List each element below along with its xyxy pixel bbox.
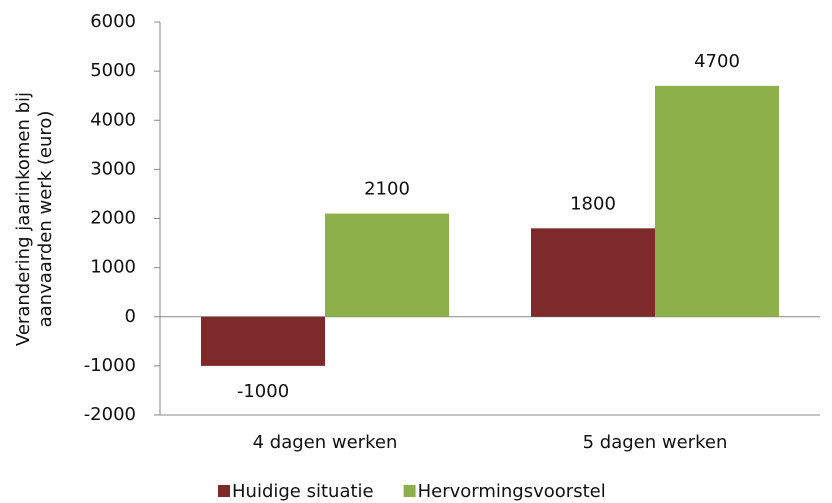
bar: [531, 228, 655, 317]
data-label: 2100: [364, 179, 410, 200]
y-tick-label: 2000: [90, 208, 136, 229]
y-tick-label: 1000: [90, 257, 136, 278]
data-label: 1800: [570, 193, 616, 214]
y-tick-label: 0: [125, 306, 136, 327]
y-axis-label: aanvaarden werk (euro): [35, 111, 56, 328]
data-label: -1000: [237, 381, 289, 402]
y-tick-label: 6000: [90, 11, 136, 32]
x-tick-label: 4 dagen werken: [253, 432, 398, 453]
y-tick-label: 5000: [90, 60, 136, 81]
y-axis-label: Verandering jaarinkomen bij: [13, 92, 34, 346]
legend-swatch: [218, 485, 230, 497]
y-tick-label: -1000: [84, 355, 136, 376]
legend-label: Huidige situatie: [232, 481, 374, 502]
legend-label: Hervormingsvoorstel: [418, 481, 606, 502]
x-tick-label: 5 dagen werken: [583, 432, 728, 453]
y-tick-label: 3000: [90, 158, 136, 179]
bar: [655, 85, 779, 317]
bar: [201, 316, 325, 366]
legend-swatch: [403, 485, 416, 497]
y-tick-label: 4000: [90, 109, 136, 130]
bar: [325, 213, 449, 317]
data-label: 4700: [694, 51, 740, 72]
y-tick-label: -2000: [84, 404, 136, 425]
